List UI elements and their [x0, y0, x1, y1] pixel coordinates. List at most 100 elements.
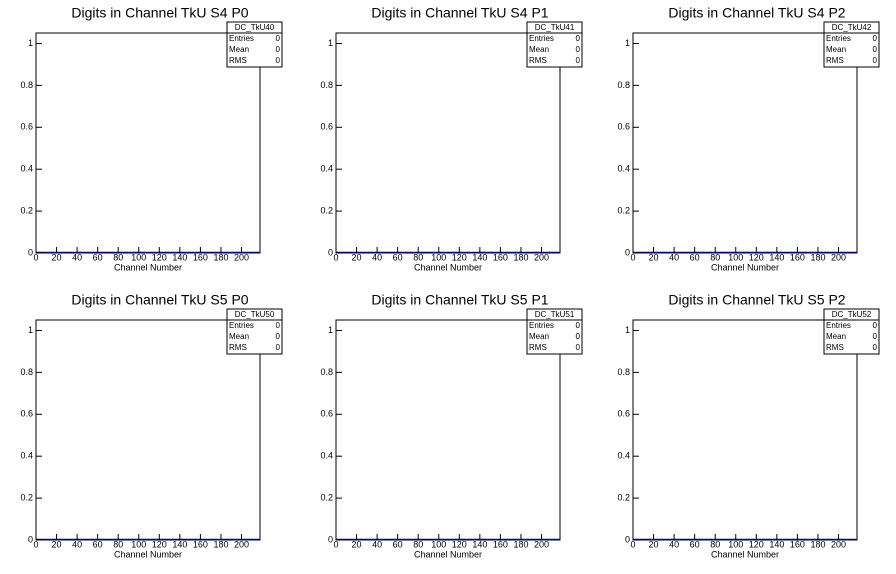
x-tick-label: 140	[769, 252, 784, 262]
x-axis-label: Channel Number	[414, 549, 482, 559]
chart-title: Digits in Channel TkU S4 P0	[71, 5, 248, 21]
x-tick-label: 160	[193, 252, 208, 262]
x-tick-label: 160	[493, 252, 508, 262]
x-tick-label: 100	[131, 252, 146, 262]
y-tick-label: 0.8	[320, 367, 333, 377]
stats-name: DC_TkU40	[235, 23, 275, 32]
stats-name: DC_TkU41	[535, 23, 575, 32]
x-tick-label: 20	[352, 252, 362, 262]
stats-value: 0	[873, 332, 878, 341]
x-tick-label: 0	[333, 252, 338, 262]
stats-name: DC_TkU51	[535, 310, 575, 319]
x-tick-label: 200	[534, 252, 549, 262]
y-tick-label: 0.8	[20, 80, 33, 90]
plot-frame	[632, 32, 858, 254]
y-tick-label: 0.8	[617, 367, 630, 377]
stats-label: RMS	[529, 56, 547, 65]
x-tick-label: 20	[52, 252, 62, 262]
chart-title: Digits in Channel TkU S5 P0	[71, 292, 248, 308]
x-tick-label: 0	[333, 539, 338, 549]
x-axis-label: Channel Number	[711, 549, 779, 559]
stats-label: RMS	[229, 56, 247, 65]
y-tick-label: 0.2	[617, 205, 630, 215]
x-tick-label: 60	[393, 539, 403, 549]
y-tick-label: 0	[625, 534, 630, 544]
x-tick-label: 180	[513, 539, 528, 549]
y-tick-label: 0	[28, 247, 33, 257]
x-tick-label: 20	[52, 539, 62, 549]
y-tick-label: 1	[28, 325, 33, 335]
y-tick-label: 0.6	[617, 122, 630, 132]
y-tick-label: 0.8	[617, 80, 630, 90]
x-tick-label: 80	[710, 539, 720, 549]
chart-title: Digits in Channel TkU S5 P2	[668, 292, 845, 308]
plot-frame	[335, 319, 561, 541]
y-tick-label: 1	[625, 38, 630, 48]
x-tick-label: 60	[393, 252, 403, 262]
stats-box	[526, 21, 583, 68]
x-tick-label: 160	[493, 539, 508, 549]
x-tick-label: 40	[72, 539, 82, 549]
y-tick-label: 0.4	[617, 451, 630, 461]
y-tick-label: 0.8	[320, 80, 333, 90]
stats-value: 0	[576, 45, 581, 54]
stats-name: DC_TkU52	[832, 310, 872, 319]
stats-name: DC_TkU42	[832, 23, 872, 32]
stats-label: Entries	[826, 321, 851, 330]
x-tick-label: 80	[113, 539, 123, 549]
x-tick-label: 200	[831, 252, 846, 262]
stats-value: 0	[576, 343, 581, 352]
chart-title: Digits in Channel TkU S4 P1	[371, 5, 548, 21]
x-tick-label: 100	[131, 539, 146, 549]
y-tick-label: 0.6	[320, 409, 333, 419]
stats-value: 0	[276, 343, 281, 352]
stats-value: 0	[576, 56, 581, 65]
y-tick-label: 0.2	[20, 492, 33, 502]
y-tick-label: 0.4	[320, 164, 333, 174]
stats-label: Entries	[529, 34, 554, 43]
plot-frame	[35, 32, 261, 254]
x-tick-label: 60	[93, 539, 103, 549]
stats-value: 0	[276, 45, 281, 54]
y-tick-label: 1	[625, 325, 630, 335]
y-tick-label: 0.6	[320, 122, 333, 132]
stats-value: 0	[576, 34, 581, 43]
y-tick-label: 0.6	[20, 409, 33, 419]
stats-value: 0	[873, 45, 878, 54]
x-tick-label: 80	[113, 252, 123, 262]
stats-value: 0	[276, 321, 281, 330]
stats-name: DC_TkU50	[235, 310, 275, 319]
y-tick-label: 0.2	[320, 492, 333, 502]
x-axis-label: Channel Number	[414, 262, 482, 272]
x-tick-label: 20	[649, 252, 659, 262]
stats-box	[823, 21, 880, 68]
x-tick-label: 120	[152, 539, 167, 549]
x-tick-label: 200	[534, 539, 549, 549]
stats-box	[526, 308, 583, 355]
x-tick-label: 40	[372, 539, 382, 549]
y-tick-label: 0	[328, 534, 333, 544]
x-tick-label: 0	[630, 539, 635, 549]
stats-value: 0	[576, 332, 581, 341]
x-tick-label: 140	[172, 539, 187, 549]
stats-label: Mean	[529, 45, 549, 54]
stats-box	[823, 308, 880, 355]
x-tick-label: 40	[669, 252, 679, 262]
stats-label: RMS	[529, 343, 547, 352]
y-tick-label: 0.6	[20, 122, 33, 132]
x-tick-label: 180	[810, 252, 825, 262]
y-tick-label: 1	[328, 325, 333, 335]
x-tick-label: 160	[193, 539, 208, 549]
stats-label: RMS	[826, 343, 844, 352]
y-tick-label: 0.2	[320, 205, 333, 215]
y-tick-label: 0.4	[617, 164, 630, 174]
stats-box	[226, 21, 283, 68]
stats-value: 0	[873, 34, 878, 43]
x-tick-label: 40	[372, 252, 382, 262]
x-tick-label: 120	[452, 252, 467, 262]
x-tick-label: 160	[790, 252, 805, 262]
x-tick-label: 120	[749, 252, 764, 262]
x-tick-label: 0	[630, 252, 635, 262]
x-tick-label: 120	[152, 252, 167, 262]
